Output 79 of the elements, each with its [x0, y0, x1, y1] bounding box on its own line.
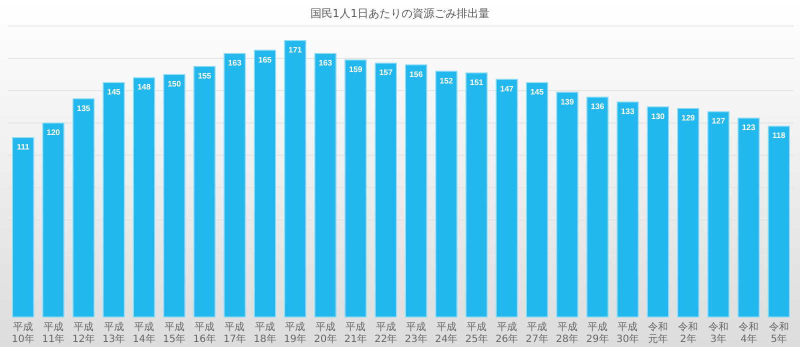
data-label: 135 [76, 104, 91, 113]
bar [405, 64, 428, 318]
data-label: 123 [742, 123, 756, 132]
data-label: 129 [682, 113, 696, 122]
x-tick-label: 令和5年 [768, 321, 789, 345]
bar [768, 126, 790, 318]
data-label: 152 [440, 76, 454, 86]
data-label: 139 [560, 97, 574, 106]
data-label: 155 [198, 71, 212, 80]
x-tick-label: 平成23年 [404, 321, 428, 345]
bar [224, 52, 246, 318]
x-tick-label: 平成22年 [374, 321, 398, 345]
data-label: 127 [712, 116, 726, 126]
bar [677, 108, 700, 318]
bar [193, 66, 216, 318]
data-label: 118 [772, 131, 786, 140]
bar [738, 118, 760, 318]
bar [284, 40, 306, 318]
x-tick-label: 平成15年 [162, 321, 186, 345]
data-label: 163 [228, 58, 242, 68]
data-label: 159 [348, 64, 363, 74]
data-label: 171 [288, 46, 302, 55]
bar [12, 137, 34, 318]
x-tick-label: 平成18年 [254, 321, 276, 345]
bar [254, 50, 276, 318]
data-label: 157 [379, 68, 394, 78]
x-tick-label: 平成14年 [132, 321, 156, 345]
x-tick-label: 平成24年 [434, 321, 458, 345]
bar [707, 111, 730, 318]
bar [435, 70, 458, 318]
chart-title: 国民1人1日あたりの資源ごみ排出量 [310, 7, 490, 20]
x-tick-label: 平成30年 [616, 321, 640, 345]
x-tick-label: 平成17年 [223, 321, 246, 345]
data-label: 148 [137, 82, 152, 92]
bar [163, 74, 186, 318]
x-tick-label: 平成16年 [193, 321, 216, 345]
bar [314, 52, 337, 318]
x-tick-label: 令和3年 [708, 321, 728, 345]
bar [42, 122, 64, 318]
bar [465, 72, 488, 318]
x-tick-label: 平成11年 [42, 321, 65, 345]
bar [496, 78, 518, 318]
x-tick-label: 平成28年 [556, 321, 579, 345]
data-label: 136 [590, 102, 605, 112]
bar [526, 82, 548, 318]
x-tick-label: 令和2年 [678, 321, 698, 345]
x-tick-label: 平成10年 [12, 321, 34, 345]
data-label: 147 [500, 84, 514, 94]
data-label: 145 [530, 88, 544, 97]
x-tick-label: 平成26年 [495, 321, 518, 345]
x-tick-label: 平成13年 [102, 321, 126, 345]
data-label: 151 [470, 78, 484, 87]
bar [72, 98, 95, 318]
data-label: 163 [318, 58, 333, 68]
bar [556, 92, 578, 318]
bar [344, 59, 367, 318]
x-tick-label: 平成29年 [586, 321, 609, 345]
x-tick-label: 平成12年 [72, 321, 95, 345]
x-tick-label: 平成19年 [284, 321, 307, 345]
x-tick-label: 平成27年 [526, 321, 548, 345]
bar [646, 106, 670, 318]
bar [586, 96, 609, 318]
data-label: 165 [258, 55, 272, 64]
data-label: 156 [409, 70, 424, 79]
bar [374, 62, 397, 318]
x-tick-label: 令和4年 [738, 321, 759, 345]
data-label: 150 [168, 80, 182, 88]
data-label: 120 [46, 128, 61, 137]
data-label: 145 [107, 88, 122, 97]
x-tick-label: 令和元年 [648, 321, 668, 345]
bar [616, 101, 639, 318]
bar [102, 82, 125, 318]
bar [132, 77, 156, 318]
x-tick-label: 平成20年 [314, 321, 337, 345]
data-label: 111 [16, 142, 30, 152]
data-label: 133 [621, 106, 635, 116]
data-label: 130 [651, 112, 666, 121]
x-tick-label: 平成25年 [465, 321, 488, 345]
x-tick-label: 平成21年 [344, 321, 368, 345]
